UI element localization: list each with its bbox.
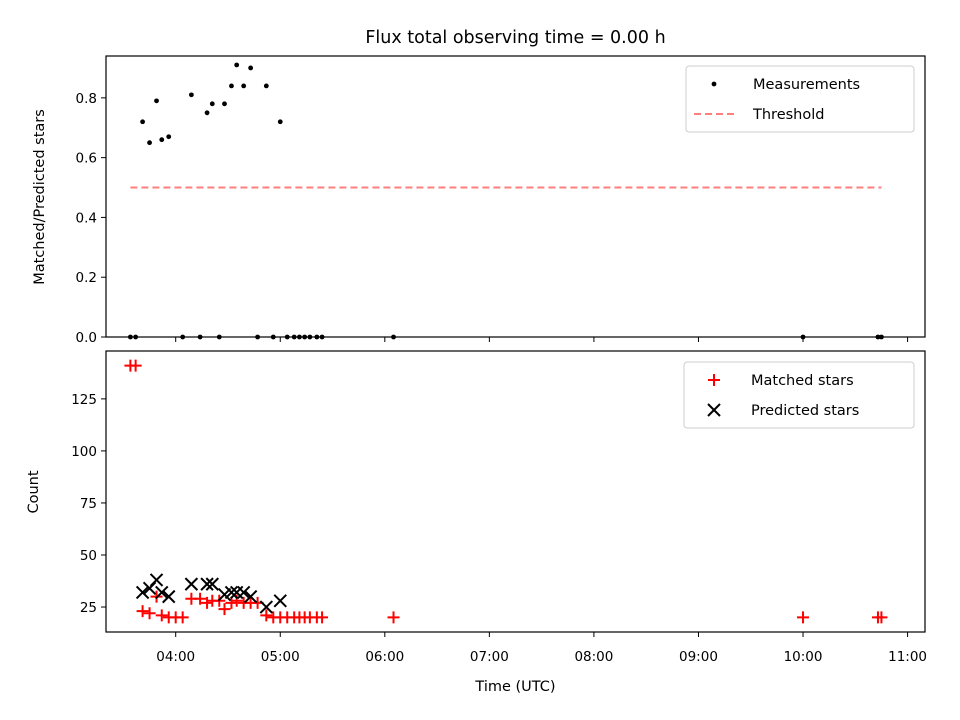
y-tick-label: 100 [71,444,97,460]
measurements-point [159,137,165,143]
y-tick-label: 75 [80,496,97,512]
x-tick-label: 07:00 [470,649,509,665]
predicted-stars-point [162,589,176,604]
y-tick-label: 25 [80,600,97,616]
predicted-stars-point [236,585,251,600]
y-tick-label: 0.0 [76,330,97,346]
legend-predicted-label: Predicted stars [751,403,859,419]
predicted-stars-point [200,577,214,591]
top-legend: Measurements Threshold [685,65,915,133]
chart-title: Flux total observing time = 0.00 h [365,28,665,48]
x-tick-label: 09:00 [679,649,718,665]
predicted-stars-point [224,585,239,600]
y-tick-label: 0.2 [76,270,97,286]
measurements-point [166,134,172,140]
matched-stars-point [201,596,214,609]
measurements-point [263,83,269,89]
predicted-stars-point [205,577,220,591]
legend-measurements-label: Measurements [753,77,860,93]
legend-measurements-marker [711,81,717,87]
matched-stars-point [260,609,273,622]
y-tick-label: 0.8 [76,91,97,107]
x-tick-label: 10:00 [784,649,823,665]
measurements-point [234,62,240,68]
axes-frame [105,55,926,338]
legend-predicted-marker [707,403,721,417]
matched-stars-point [176,611,189,624]
predicted-stars-point [259,600,274,614]
measurements-point [140,119,145,125]
y-tick-label: 0.4 [76,210,97,226]
x-tick-label: 05:00 [261,649,300,665]
measurements-point [248,65,254,71]
predicted-stars-point [155,585,169,600]
matched-stars-point [218,603,231,616]
matched-stars-point [155,609,168,622]
bottom-legend: Matched stars Predicted stars [683,361,915,429]
predicted-stars-point [149,573,164,587]
x-tick-label: 06:00 [365,649,404,665]
y-tick-label: 0.6 [76,151,97,167]
x-tick-label: 04:00 [156,649,195,665]
matched-stars-point [143,607,156,620]
legend-matched-label: Matched stars [751,373,854,389]
matched-stars-point [194,592,207,605]
measurements-point [277,119,283,125]
legend-matched-marker [708,374,720,386]
predicted-stars-point [273,594,287,608]
measurements-point [241,83,247,89]
top-y-axis-label: Matched/Predicted stars [32,109,48,285]
predicted-stars-point [184,577,199,591]
measurements-point [209,101,215,107]
y-tick-label: 125 [71,392,97,408]
matched-stars-point [129,359,142,372]
legend-threshold-label: Threshold [752,107,824,123]
bottom-legend-box [683,361,915,429]
x-tick-label: 11:00 [888,649,927,665]
measurements-point [147,140,152,146]
measurements-point [188,92,194,98]
matched-stars-point [387,611,400,624]
bottom-y-axis-label: Count [26,470,42,513]
predicted-stars-point [135,585,150,600]
measurements-point [204,110,210,116]
axes-frame [105,350,926,633]
measurements-point [222,101,227,107]
matched-stars-point [875,611,888,624]
measurements-point [229,83,234,89]
measurements-point [154,98,159,104]
matched-stars-point [316,611,329,624]
matched-stars-point [797,611,810,624]
x-axis-label: Time (UTC) [474,679,555,695]
x-tick-label: 08:00 [574,649,613,665]
top-panel: 0.0 0.2 0.4 0.6 0.8 [76,55,926,346]
bottom-panel: 25 50 75 100 125 04:00 05:00 06:00 07:00 08:00 09:… [71,350,927,665]
matched-stars-point [136,605,149,618]
predicted-stars-point [243,589,258,604]
y-tick-label: 50 [80,548,97,564]
top-legend-box [685,65,915,133]
